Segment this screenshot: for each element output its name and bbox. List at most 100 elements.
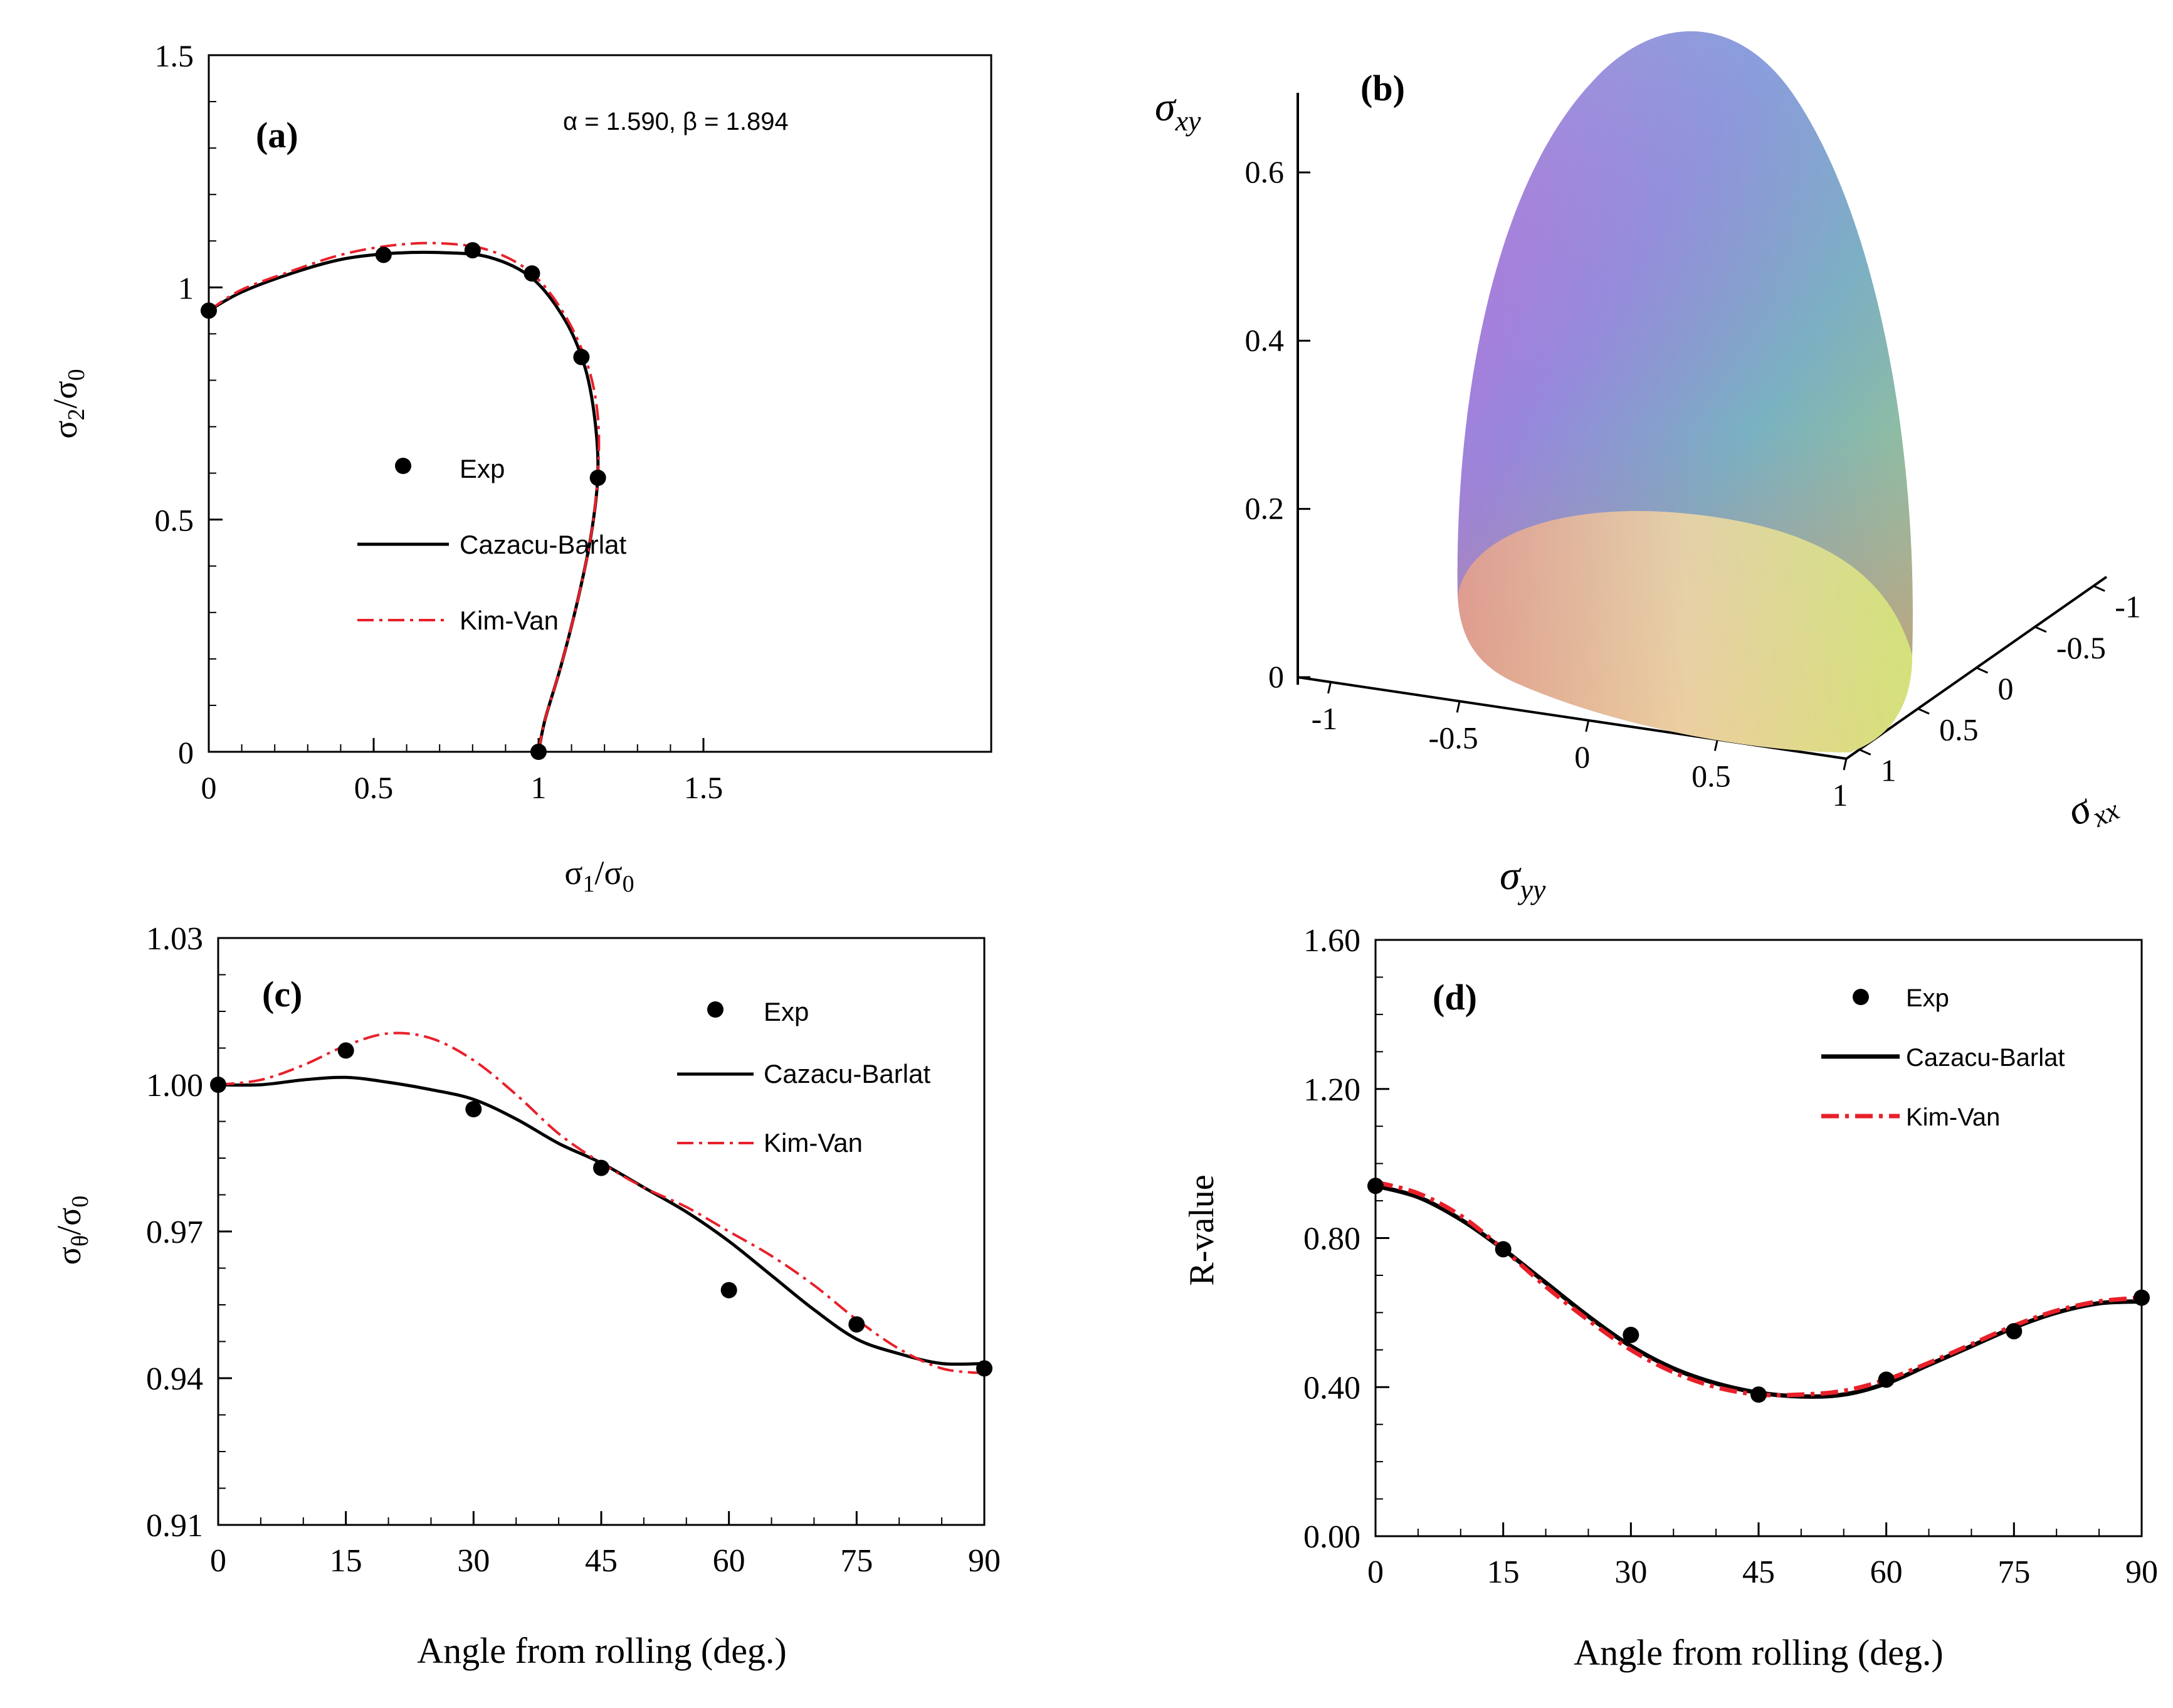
- exp-point: [465, 1101, 482, 1117]
- yy-tick-label: 0.5: [1692, 758, 1731, 793]
- panel-a-yield-locus: 0 0.5 1 1.5 0 0.5 1 1.5 (a) α = 1.590, β = 1.8…: [46, 38, 992, 897]
- cazacu-barlat-curve: [208, 250, 600, 752]
- panel-b-xlabel: σyy: [1500, 853, 1546, 905]
- exp-point: [1495, 1241, 1512, 1258]
- panel-d-ylabel: R-value: [1182, 1174, 1221, 1285]
- panel-b-xx-ticks: -1 -0.5 0 0.5 1: [1859, 585, 2141, 788]
- exp-point: [524, 265, 540, 282]
- x-tick-label: 90: [968, 1543, 1001, 1579]
- xx-tick-label: -0.5: [2056, 630, 2106, 665]
- panel-a-annotation: α = 1.590, β = 1.894: [563, 108, 789, 135]
- exp-point: [573, 349, 590, 366]
- x-tick-label: 45: [1742, 1554, 1775, 1590]
- exp-point: [1750, 1386, 1767, 1403]
- yy-tick-label: 1: [1833, 778, 1848, 813]
- panel-b-zlabel: σxy: [1155, 84, 1201, 137]
- legend-kimvan-label: Kim-Van: [460, 606, 559, 635]
- exp-point: [201, 302, 217, 319]
- exp-point: [530, 744, 547, 760]
- z-tick-label: 0.4: [1245, 322, 1285, 357]
- panel-b-ylabel: σxx: [2060, 774, 2124, 841]
- yy-tick-label: 0: [1574, 739, 1590, 774]
- y-tick-label: 0.94: [146, 1361, 203, 1397]
- panel-b-yy-ticks: -1 -0.5 0 0.5 1: [1312, 682, 1848, 813]
- legend-exp-label: Exp: [460, 454, 505, 483]
- x-tick-label: 60: [713, 1543, 745, 1579]
- x-tick-label: 1.5: [684, 770, 723, 805]
- panel-a-points: [201, 242, 606, 760]
- exp-point: [589, 470, 606, 487]
- yy-tick: [1327, 682, 1332, 694]
- xx-tick: [1917, 707, 1930, 715]
- exp-point: [976, 1360, 992, 1377]
- panel-a-lines: [208, 241, 601, 752]
- y-tick-label: 1.5: [155, 38, 194, 73]
- yy-tick-label: -1: [1312, 701, 1338, 736]
- x-tick-label: 60: [1870, 1554, 1903, 1590]
- yy-tick: [1713, 739, 1718, 751]
- exp-point: [593, 1159, 609, 1176]
- exp-point: [210, 1077, 226, 1093]
- x-tick-label: 0.5: [354, 770, 394, 805]
- panel-c-legend: Exp Cazacu-Barlat Kim-Van: [677, 997, 930, 1157]
- x-tick-label: 0: [1367, 1554, 1384, 1590]
- panel-c-y-ticks: 0.91 0.94 0.97 1.00 1.03: [146, 921, 232, 1544]
- yy-tick: [1456, 701, 1461, 713]
- exp-point: [2134, 1289, 2150, 1306]
- z-tick-label: 0.6: [1245, 154, 1285, 189]
- panel-d-lines: [1375, 1179, 2142, 1399]
- panel-d-y-ticks: 0.00 0.40 0.80 1.20 1.60: [1303, 923, 1389, 1555]
- legend-exp-label: Exp: [764, 997, 809, 1026]
- panel-c-frame: [217, 937, 986, 1526]
- x-tick-label: 15: [330, 1543, 362, 1579]
- legend-exp-marker: [395, 458, 411, 474]
- panel-c-points: [210, 1042, 992, 1377]
- exp-point: [1878, 1371, 1895, 1388]
- panel-a-xlabel: σ1/σ0: [564, 854, 634, 897]
- panel-c-label: (c): [262, 974, 302, 1015]
- xx-tick: [2093, 585, 2105, 592]
- y-tick-label: 1: [178, 270, 194, 305]
- panel-a-frame: [208, 54, 992, 753]
- legend-exp-label: Exp: [1906, 984, 1949, 1012]
- kim-van-curve: [1375, 1179, 2142, 1398]
- panel-b-label: (b): [1360, 68, 1405, 108]
- panel-d-x-ticks: 0 15 30 45 60 75 90: [1367, 1522, 2158, 1590]
- x-tick-label: 0: [210, 1543, 226, 1579]
- y-tick-label: 0: [178, 735, 194, 770]
- panel-d-label: (d): [1433, 977, 1477, 1018]
- kim-van-curve: [208, 241, 601, 752]
- exp-point: [720, 1282, 737, 1299]
- panel-a-ylabel: σ2/σ0: [46, 369, 90, 438]
- exp-point: [848, 1316, 865, 1333]
- x-tick-label: 30: [457, 1543, 490, 1579]
- yy-tick: [1843, 758, 1848, 771]
- panel-c-x-ticks: 0 15 30 45 60 75 90: [210, 1511, 1001, 1579]
- legend-cazacu-label: Cazacu-Barlat: [764, 1059, 930, 1089]
- surface-base-cap: [1458, 511, 1912, 752]
- legend-exp-marker: [707, 1001, 723, 1018]
- panel-a-label: (a): [256, 115, 298, 156]
- x-tick-label: 75: [840, 1543, 873, 1579]
- xx-tick-label: -1: [2115, 589, 2141, 625]
- panel-a-x-ticks: 0 0.5 1 1.5: [201, 738, 723, 805]
- cazacu-barlat-curve: [1375, 1183, 2142, 1399]
- panel-d-r-value: 0.00 0.40 0.80 1.20 1.60 0 15 30 45 60 75 90 (d) E…: [1182, 923, 2158, 1673]
- x-tick-label: 1: [531, 770, 547, 805]
- yy-tick-label: -0.5: [1429, 720, 1478, 755]
- cazacu-barlat-curve: [218, 1075, 985, 1366]
- legend-kimvan-label: Kim-Van: [764, 1128, 863, 1157]
- y-tick-label: 0.5: [155, 503, 194, 538]
- legend-cazacu-label: Cazacu-Barlat: [460, 530, 626, 559]
- exp-point: [464, 242, 481, 259]
- yy-tick: [1585, 720, 1590, 732]
- xx-tick: [1859, 749, 1871, 756]
- panel-d-xlabel: Angle from rolling (deg.): [1574, 1632, 1944, 1673]
- panel-d-legend: Exp Cazacu-Barlat Kim-Van: [1821, 984, 2065, 1131]
- xx-tick-label: 1: [1881, 753, 1897, 788]
- y-tick-label: 1.03: [146, 921, 203, 957]
- exp-point: [1623, 1327, 1639, 1344]
- xx-tick-label: 0: [1998, 671, 2014, 706]
- panel-b-yield-surface-3d: (b) 0 0.2 0.4 0.6 σxy -1 -0.5 0 0.5 1 σyy -1 -0.…: [1155, 31, 2141, 905]
